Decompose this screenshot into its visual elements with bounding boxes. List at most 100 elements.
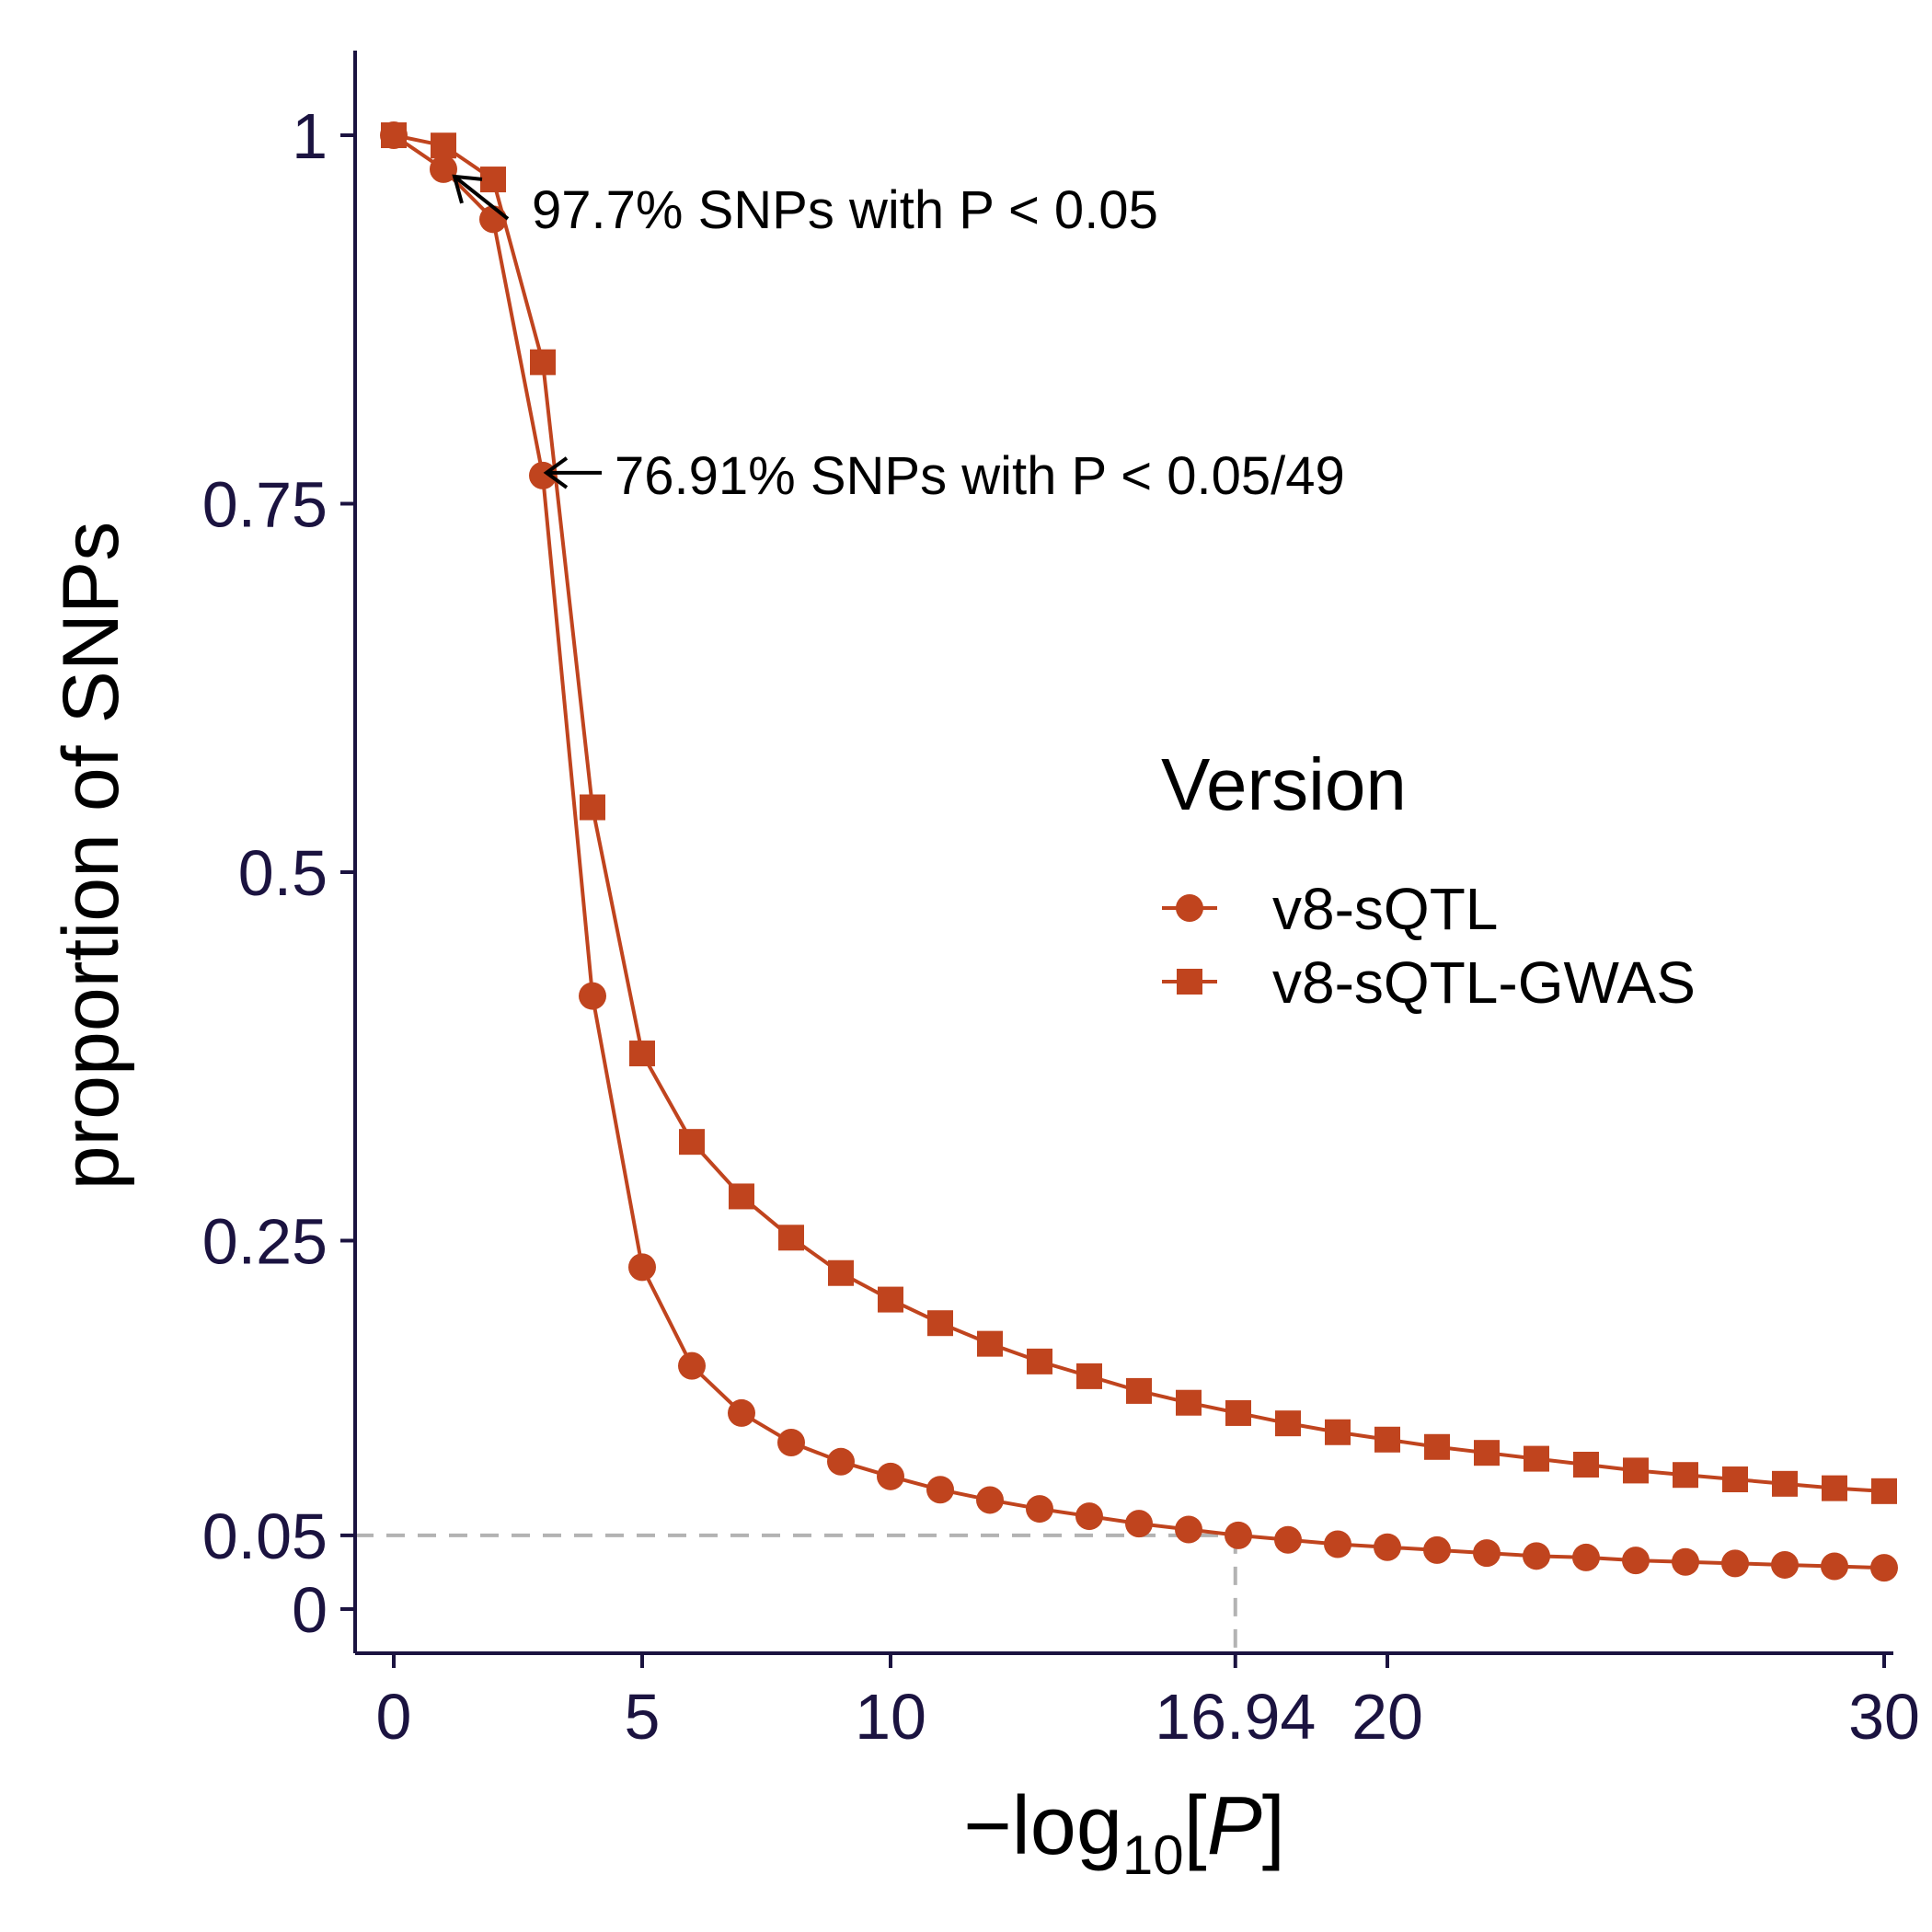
- data-point: [579, 982, 606, 1010]
- legend-entries: v8-sQTL v8-sQTL-GWAS: [1162, 876, 1696, 1016]
- data-point: [1325, 1419, 1351, 1445]
- data-point: [827, 1447, 855, 1476]
- x-axis-title-close-bracket: ]: [1262, 1780, 1285, 1872]
- data-point: [728, 1398, 755, 1427]
- data-point: [877, 1462, 904, 1490]
- y-tick-label: 0.75: [202, 469, 328, 541]
- legend-title: Version: [1161, 743, 1407, 825]
- data-point: [530, 349, 556, 375]
- y-tick-label: 0.05: [202, 1501, 328, 1572]
- legend-label: v8-sQTL-GWAS: [1272, 949, 1696, 1016]
- data-point: [1722, 1466, 1748, 1493]
- y-axis-ticks: 00.05 0.25 0.5 0.75 1: [202, 100, 355, 1646]
- data-point: [1622, 1547, 1650, 1575]
- data-point: [1572, 1543, 1600, 1571]
- data-point: [1822, 1475, 1847, 1501]
- legend: Version v8-sQTL v8-sQTL-GWAS: [1161, 743, 1696, 1016]
- series-line: [393, 133, 1885, 1493]
- legend-label: v8-sQTL: [1272, 876, 1498, 942]
- data-point: [431, 132, 456, 159]
- x-tick-label: 16.94: [1155, 1681, 1316, 1753]
- series-v8-sQTL: [380, 121, 1898, 1582]
- data-point: [1721, 1549, 1749, 1578]
- data-point: [927, 1310, 953, 1337]
- data-point: [926, 1476, 954, 1504]
- data-point: [1225, 1399, 1251, 1426]
- y-tick-label: 0.5: [238, 837, 328, 909]
- data-point: [777, 1428, 805, 1456]
- data-point: [1523, 1542, 1550, 1570]
- legend-key-marker: [1176, 894, 1203, 922]
- x-axis-title-subscript: 10: [1122, 1824, 1184, 1886]
- legend-entry: v8-sQTL-GWAS: [1162, 949, 1696, 1016]
- x-axis-title-open-bracket: [: [1184, 1780, 1207, 1872]
- data-point: [1821, 1552, 1848, 1581]
- data-point: [976, 1486, 1004, 1514]
- series-layer: [380, 121, 1898, 1582]
- annotation-arrow-head: [543, 456, 569, 489]
- data-point: [1374, 1533, 1401, 1561]
- data-point: [1275, 1410, 1301, 1437]
- annotation-label: 76.91% SNPs with P < 0.05/49: [615, 446, 1345, 506]
- data-point: [977, 1330, 1003, 1357]
- data-point: [679, 1129, 705, 1156]
- x-tick-label: 30: [1848, 1681, 1920, 1753]
- data-point: [629, 1041, 655, 1067]
- data-point: [778, 1225, 804, 1251]
- annotation-arrow-head: [452, 174, 483, 204]
- y-tick-label: 1: [292, 100, 328, 172]
- reference-lines: [355, 1533, 1237, 1653]
- data-point: [1027, 1348, 1052, 1374]
- data-point: [1176, 1389, 1202, 1416]
- data-point: [1871, 1478, 1897, 1504]
- data-point: [1473, 1539, 1501, 1568]
- y-axis-title: proportion of SNPs: [47, 522, 135, 1190]
- data-point: [628, 1253, 656, 1282]
- data-point: [1175, 1515, 1202, 1544]
- data-point: [1274, 1525, 1302, 1554]
- data-point: [1075, 1502, 1103, 1531]
- annotation-arrow-shaft: [453, 175, 510, 221]
- data-point: [1076, 1363, 1102, 1389]
- x-tick-label: 5: [625, 1681, 661, 1753]
- series-line: [392, 133, 1885, 1570]
- x-axis-ticks: 0 5 10 16.94 20 30: [376, 1653, 1920, 1753]
- data-point: [1673, 1462, 1698, 1489]
- data-point: [1623, 1457, 1649, 1484]
- data-point: [1672, 1547, 1699, 1576]
- data-point: [1524, 1445, 1549, 1472]
- data-point: [878, 1286, 903, 1313]
- data-point: [1573, 1452, 1599, 1478]
- annotations: 97.7% SNPs with P < 0.05 76.91% SNPs with…: [452, 174, 1345, 506]
- data-point: [1125, 1510, 1153, 1538]
- y-tick-label: 0: [292, 1574, 328, 1646]
- data-point: [1772, 1470, 1798, 1497]
- data-point: [1126, 1377, 1152, 1404]
- axes: [353, 51, 1893, 1655]
- legend-key-marker: [1177, 969, 1202, 995]
- x-axis-title-variable: P: [1207, 1780, 1262, 1872]
- data-point: [1424, 1433, 1450, 1460]
- data-point: [1026, 1495, 1053, 1524]
- legend-entry: v8-sQTL: [1162, 876, 1498, 942]
- data-point: [1324, 1530, 1351, 1558]
- annotation-label: 97.7% SNPs with P < 0.05: [532, 180, 1158, 240]
- data-point: [1225, 1521, 1252, 1549]
- data-point: [1374, 1426, 1400, 1453]
- data-point: [828, 1259, 854, 1286]
- data-point: [1771, 1550, 1799, 1579]
- data-point: [1423, 1535, 1451, 1564]
- series-v8-sQTL-GWAS: [381, 122, 1897, 1504]
- data-point: [480, 167, 506, 193]
- x-axis-title-prefix: −log: [963, 1780, 1122, 1872]
- x-tick-label: 0: [376, 1681, 412, 1753]
- y-tick-label: 0.25: [202, 1206, 328, 1278]
- x-tick-label: 20: [1351, 1681, 1423, 1753]
- x-tick-label: 10: [855, 1681, 926, 1753]
- data-point: [580, 794, 605, 821]
- data-point: [381, 122, 407, 148]
- x-axis-title: −log10[P]: [963, 1780, 1284, 1886]
- data-point: [1870, 1554, 1898, 1582]
- data-point: [678, 1351, 706, 1380]
